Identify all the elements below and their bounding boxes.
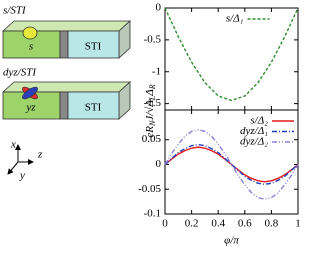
- dyz-sti-diagram: dyz/STI yz STI: [1, 67, 132, 120]
- x-tick-label: 0.6: [238, 218, 252, 230]
- axis-name: y: [19, 170, 25, 182]
- interface: [59, 91, 69, 120]
- y-axis-label: eRNJ/√ΔLΔR: [144, 84, 157, 137]
- series-line: [164, 146, 299, 183]
- s-orbital: [22, 26, 38, 40]
- y-tick-label: -0.05: [138, 183, 161, 195]
- plots: 0-0.5-1-1.5eRNJ/√ΔLΔRs/Δ₁0.050-0.05-0.10…: [138, 2, 301, 247]
- y-tick-label: 0.05: [142, 133, 162, 145]
- x-tick-label: 0: [162, 218, 168, 230]
- box-top: [1, 81, 132, 93]
- series-line: [164, 143, 299, 185]
- sti-block: [67, 91, 120, 120]
- block-label: s: [29, 41, 33, 53]
- panel-label: dyz/STI: [3, 67, 37, 79]
- orbital-lobe: [22, 86, 38, 100]
- legend-label: dyz/Δ₁: [240, 125, 268, 137]
- legend-label: s/Δ₁: [226, 13, 244, 25]
- coordinate-axes: [7, 144, 34, 175]
- series-line: [164, 7, 299, 102]
- box-top: [1, 20, 132, 32]
- y-tick-label: -1: [152, 65, 161, 77]
- y-axis-label-part: N: [148, 120, 157, 127]
- y-tick-label: -0.1: [144, 208, 161, 220]
- y-axis-label-part: L: [148, 95, 157, 101]
- y-axis-label-part: R: [148, 84, 157, 90]
- y-tick-label: -0.5: [144, 33, 162, 45]
- x-tick-label: 0.4: [211, 218, 225, 230]
- x-tick-label: 0.8: [265, 218, 279, 230]
- y-axis-label-part: J/√Δ: [144, 100, 156, 120]
- axis-name: z: [37, 149, 43, 161]
- legend-label: s/Δ₂: [250, 115, 268, 127]
- y-tick-label: 0: [156, 2, 162, 14]
- y-tick-label: 0: [156, 158, 162, 170]
- y-tick-label: -1.5: [144, 97, 162, 109]
- x-tick-label: 1: [295, 218, 301, 230]
- x-tick-label: 0.2: [185, 218, 199, 230]
- sti-block: [67, 30, 120, 59]
- panel-label: s/STI: [3, 5, 27, 17]
- s-sti-diagram: s/STI s STI: [1, 5, 132, 59]
- legend-label: dyz/Δ₂: [240, 136, 268, 148]
- axis-name: x: [10, 139, 16, 151]
- block-label: yz: [25, 102, 36, 114]
- block-label: STI: [85, 41, 102, 53]
- plot-frame: [164, 109, 299, 215]
- y-arrow: [7, 161, 19, 175]
- block-label: STI: [85, 102, 102, 114]
- interface: [59, 30, 69, 59]
- x-axis-label: φ/π: [224, 235, 239, 247]
- y-axis-label-part: eR: [144, 126, 156, 138]
- y-axis-label-part: Δ: [144, 89, 156, 96]
